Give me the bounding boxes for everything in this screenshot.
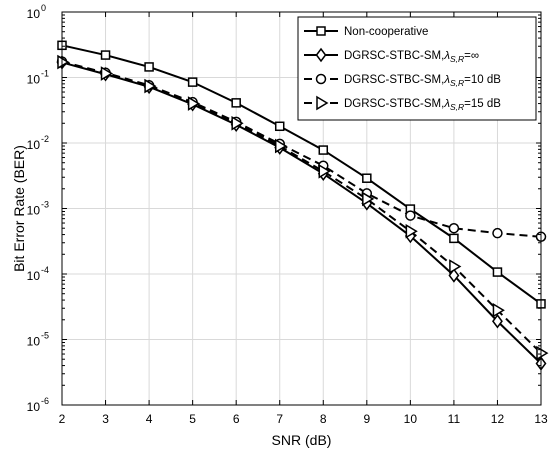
legend-suffix: =∞ — [464, 50, 479, 62]
data-point-triangle-right — [362, 191, 375, 207]
x-tick-label: 4 — [146, 412, 153, 426]
data-point-square — [274, 121, 285, 132]
data-point-triangle-right — [449, 259, 462, 274]
y-axis-title: Bit Error Rate (BER) — [11, 145, 27, 272]
legend-item: DGRSC-STBC-SM,λS,R=∞ — [304, 47, 479, 64]
x-tick-label: 10 — [404, 412, 418, 426]
x-tick-label: 6 — [233, 412, 240, 426]
series-triangle-right — [57, 54, 549, 361]
series-line — [61, 61, 542, 354]
legend-label: DGRSC-STBC-SM,λS,R=∞ — [344, 50, 479, 64]
legend-label-text: DGRSC-STBC-SM, — [344, 98, 444, 110]
y-tick-label: 10 0 — [27, 3, 46, 21]
data-point-triangle-right — [57, 54, 70, 70]
y-tick-label: 10 -3 — [27, 200, 49, 218]
data-point-square — [449, 233, 459, 244]
y-tick-exponent: -2 — [41, 134, 49, 144]
y-tick-label: 10 -2 — [27, 134, 49, 152]
x-tick-label: 2 — [59, 412, 66, 426]
data-point-triangle-right — [187, 96, 201, 111]
data-point-triangle-right — [231, 115, 244, 131]
legend-item: DGRSC-STBC-SM,λS,R=15 dB — [304, 95, 501, 112]
data-point-square — [492, 267, 503, 277]
data-point-triangle-right — [274, 138, 288, 154]
x-tick-label: 11 — [448, 412, 461, 426]
x-axis-title: SNR (dB) — [272, 432, 332, 448]
legend-subscript: S,R — [450, 102, 464, 112]
legend-marker-circle — [315, 73, 327, 85]
data-point-square — [362, 173, 372, 183]
data-point-triangle-right — [318, 163, 331, 179]
legend-label-text: DGRSC-STBC-SM, — [344, 50, 444, 62]
y-tick-exponent: -6 — [41, 396, 49, 406]
legend-marker-diamond — [315, 47, 327, 63]
data-point-triangle-right — [405, 223, 418, 239]
x-tick-label: 9 — [363, 412, 370, 426]
legend-item: DGRSC-STBC-SM,λS,R=10 dB — [304, 73, 501, 88]
series-line — [61, 44, 542, 305]
data-point-square — [144, 62, 154, 72]
y-tick-base: 10 — [27, 7, 41, 21]
legend-label-text: DGRSC-STBC-SM, — [344, 74, 444, 86]
legend-lambda: λ — [443, 50, 450, 62]
legend-marker-square — [316, 26, 326, 36]
data-point-circle — [448, 222, 460, 234]
legend-label: DGRSC-STBC-SM,λS,R=15 dB — [344, 98, 501, 112]
data-point-square — [187, 77, 198, 87]
y-tick-label: 10 -1 — [27, 69, 49, 87]
x-tick-labels: 2 3 4 5 6 7 8 9 10 11 12 13 — [59, 412, 548, 426]
data-point-triangle-right — [100, 66, 114, 81]
y-tick-exponent: -1 — [41, 69, 49, 79]
y-tick-base: 10 — [27, 335, 41, 349]
data-point-square — [100, 50, 111, 60]
data-point-triangle-right — [492, 302, 505, 318]
x-tick-label: 12 — [491, 412, 505, 426]
legend-lambda: λ — [443, 98, 450, 110]
legend-subscript: S,R — [450, 78, 464, 88]
legend-subscript: S,R — [450, 54, 464, 64]
data-point-diamond — [448, 268, 460, 283]
y-tick-label: 10 -5 — [27, 331, 49, 349]
x-tick-label: 13 — [534, 412, 548, 426]
y-tick-label: 10 -4 — [27, 265, 49, 283]
data-point-diamond — [492, 313, 503, 329]
x-tick-label: 3 — [102, 412, 109, 426]
y-tick-exponent: -4 — [41, 265, 49, 275]
data-point-circle — [405, 210, 416, 221]
y-tick-base: 10 — [27, 400, 41, 414]
legend: Non-cooperativeDGRSC-STBC-SM,λS,R=∞DGRSC… — [297, 16, 537, 121]
y-tick-exponent: -3 — [41, 200, 49, 210]
plot-series — [56, 40, 549, 371]
x-tick-label: 7 — [276, 412, 283, 426]
x-tick-label: 8 — [320, 412, 327, 426]
y-tick-base: 10 — [27, 138, 41, 152]
legend-label: DGRSC-STBC-SM,λS,R=10 dB — [344, 74, 501, 88]
legend-lambda: λ — [443, 74, 450, 86]
legend-label-text: Non-cooperative — [344, 26, 428, 38]
legend-label: Non-cooperative — [344, 26, 428, 38]
y-tick-base: 10 — [27, 269, 41, 283]
data-point-circle — [492, 227, 503, 239]
legend-suffix: =10 dB — [464, 74, 501, 86]
legend-marker-triangle-right — [316, 95, 329, 111]
data-point-square — [231, 98, 241, 108]
data-point-square — [318, 145, 329, 155]
legend-item: Non-cooperative — [304, 26, 428, 38]
y-tick-exponent: 0 — [41, 3, 46, 13]
y-tick-base: 10 — [27, 204, 41, 218]
y-tick-label: 10 -6 — [27, 396, 49, 414]
x-tick-label: 5 — [189, 412, 196, 426]
y-tick-exponent: -5 — [41, 331, 49, 341]
legend-suffix: =15 dB — [464, 98, 501, 110]
data-point-triangle-right — [144, 78, 157, 94]
axis-ticks — [61, 11, 542, 406]
data-point-triangle-right — [536, 345, 549, 361]
y-tick-base: 10 — [27, 73, 41, 87]
